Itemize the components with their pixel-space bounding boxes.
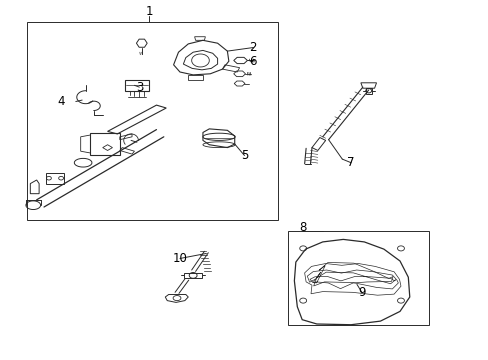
Text: 7: 7 <box>346 156 354 169</box>
Text: 8: 8 <box>299 221 306 234</box>
Text: 9: 9 <box>357 286 365 299</box>
Text: 3: 3 <box>135 81 143 94</box>
Text: 6: 6 <box>249 55 257 68</box>
Text: 4: 4 <box>57 95 65 108</box>
Text: 10: 10 <box>172 252 187 265</box>
Text: 5: 5 <box>240 149 248 162</box>
Text: 2: 2 <box>249 41 257 54</box>
Text: 1: 1 <box>145 5 153 18</box>
